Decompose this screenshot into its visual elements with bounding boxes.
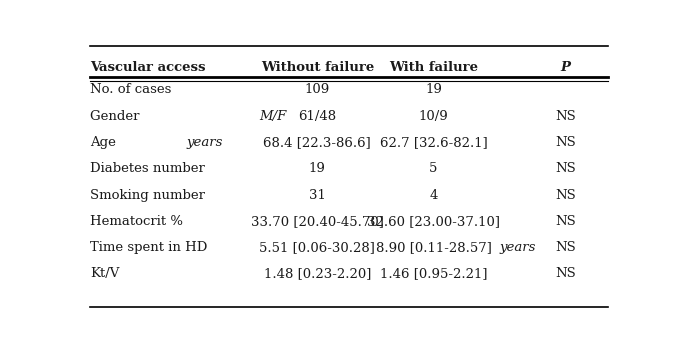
Text: NS: NS — [555, 162, 575, 175]
Text: 109: 109 — [304, 84, 330, 96]
Text: NS: NS — [555, 267, 575, 280]
Text: NS: NS — [555, 241, 575, 254]
Text: Diabetes number: Diabetes number — [91, 162, 205, 175]
Text: 33.70 [20.40-45.70]: 33.70 [20.40-45.70] — [251, 215, 384, 228]
Text: NS: NS — [555, 110, 575, 123]
Text: No. of cases: No. of cases — [91, 84, 172, 96]
Text: 68.4 [22.3-86.6]: 68.4 [22.3-86.6] — [264, 136, 371, 149]
Text: years: years — [187, 136, 223, 149]
Text: NS: NS — [555, 136, 575, 149]
Text: Gender: Gender — [91, 110, 144, 123]
Text: Without failure: Without failure — [261, 61, 374, 73]
Text: 5.51 [0.06-30.28]: 5.51 [0.06-30.28] — [259, 241, 375, 254]
Text: 8.90 [0.11-28.57]: 8.90 [0.11-28.57] — [375, 241, 492, 254]
Text: 10/9: 10/9 — [419, 110, 448, 123]
Text: NS: NS — [555, 215, 575, 228]
Text: 1.48 [0.23-2.20]: 1.48 [0.23-2.20] — [264, 267, 371, 280]
Text: 19: 19 — [309, 162, 326, 175]
Text: 31: 31 — [309, 189, 326, 201]
Text: 19: 19 — [425, 84, 442, 96]
Text: 4: 4 — [429, 189, 438, 201]
Text: 61/48: 61/48 — [298, 110, 336, 123]
Text: Hematocrit %: Hematocrit % — [91, 215, 183, 228]
Text: Smoking number: Smoking number — [91, 189, 206, 201]
Text: 5: 5 — [429, 162, 438, 175]
Text: Time spent in HD: Time spent in HD — [91, 241, 212, 254]
Text: 1.46 [0.95-2.21]: 1.46 [0.95-2.21] — [380, 267, 487, 280]
Text: NS: NS — [555, 189, 575, 201]
Text: With failure: With failure — [389, 61, 478, 73]
Text: Age: Age — [91, 136, 121, 149]
Text: Kt/V: Kt/V — [91, 267, 120, 280]
Text: 32.60 [23.00-37.10]: 32.60 [23.00-37.10] — [367, 215, 500, 228]
Text: Vascular access: Vascular access — [91, 61, 206, 73]
Text: 62.7 [32.6-82.1]: 62.7 [32.6-82.1] — [379, 136, 488, 149]
Text: years: years — [500, 241, 536, 254]
Text: P: P — [560, 61, 571, 73]
Text: M/F: M/F — [259, 110, 286, 123]
